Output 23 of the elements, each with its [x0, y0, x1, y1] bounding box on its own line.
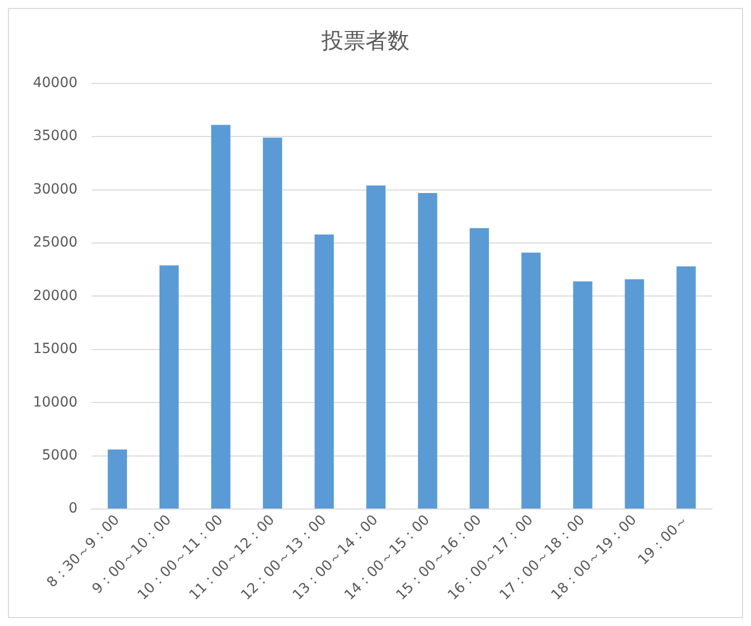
y-tick-label: 30000	[32, 181, 78, 198]
bar	[676, 266, 696, 509]
bar	[624, 279, 644, 509]
bar	[314, 234, 334, 509]
y-tick-label: 0	[68, 500, 78, 517]
y-tick-label: 10000	[32, 394, 78, 410]
bar	[573, 281, 592, 509]
y-tick-label: 35000	[32, 128, 78, 144]
y-tick-label: 5000	[42, 447, 78, 464]
bar	[470, 228, 489, 509]
chart-title: 投票者数	[320, 28, 410, 54]
y-tick-label: 25000	[32, 234, 78, 251]
x-tick-label: 19：00～	[635, 512, 692, 568]
y-tick-label: 40000	[32, 75, 78, 92]
bar	[262, 138, 282, 509]
bar	[108, 449, 128, 509]
bar	[211, 124, 230, 509]
bar	[159, 265, 179, 509]
y-tick-label: 15000	[32, 341, 78, 358]
bar	[521, 252, 541, 509]
y-tick-label: 20000	[32, 288, 78, 304]
bar	[366, 186, 386, 509]
bar	[418, 193, 438, 509]
